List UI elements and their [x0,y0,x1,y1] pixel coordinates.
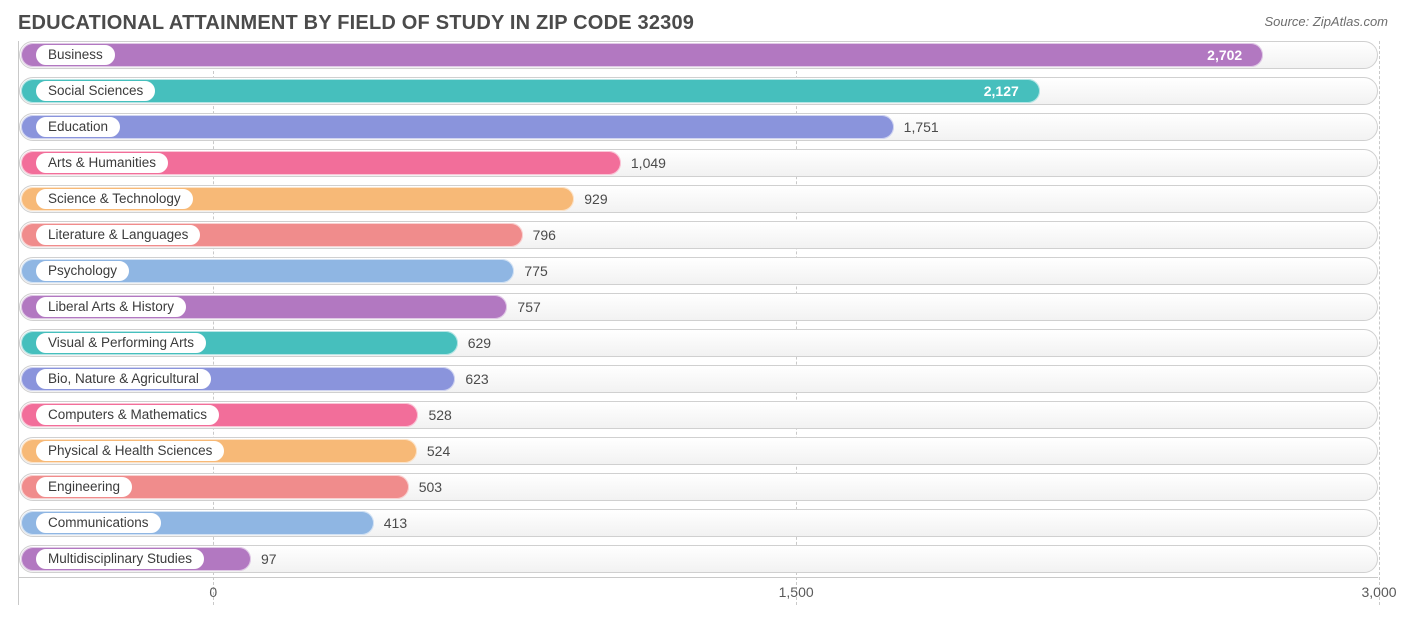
chart-header: EDUCATIONAL ATTAINMENT BY FIELD OF STUDY… [18,12,1388,41]
category-pill: Social Sciences [35,80,156,102]
category-pill: Communications [35,512,162,534]
bar [21,43,1263,67]
bar-chart: Business 2,702 Social Sciences 2,127 Educati… [18,41,1378,605]
bar [21,79,1040,103]
bar-value: 503 [419,479,442,495]
category-pill: Multidisciplinary Studies [35,548,205,570]
bar-value: 528 [428,407,451,423]
bar-row: Visual & Performing Arts 629 [19,329,1378,357]
chart-rows: Business 2,702 Social Sciences 2,127 Educati… [19,41,1378,573]
x-axis-label: 3,000 [1361,584,1396,600]
bar-row: Psychology 775 [19,257,1378,285]
x-axis-label: 0 [209,584,217,600]
category-pill: Business [35,44,116,66]
bar-row: Engineering 503 [19,473,1378,501]
bar-value: 929 [584,191,607,207]
bar-row: Communications 413 [19,509,1378,537]
bar-row: Business 2,702 [19,41,1378,69]
category-pill: Engineering [35,476,133,498]
bar-value: 1,751 [904,119,939,135]
category-pill: Physical & Health Sciences [35,440,225,462]
x-axis-label: 1,500 [779,584,814,600]
category-pill: Arts & Humanities [35,152,169,174]
gridline [1379,41,1380,605]
chart-title: EDUCATIONAL ATTAINMENT BY FIELD OF STUDY… [18,12,694,35]
bar-value: 413 [384,515,407,531]
bar-row: Social Sciences 2,127 [19,77,1378,105]
bar-value: 796 [533,227,556,243]
category-pill: Literature & Languages [35,224,201,246]
bar-row: Physical & Health Sciences 524 [19,437,1378,465]
category-pill: Visual & Performing Arts [35,332,207,354]
category-pill: Psychology [35,260,130,282]
bar-value: 524 [427,443,450,459]
bar-row: Multidisciplinary Studies 97 [19,545,1378,573]
x-axis: 01,5003,000 [19,577,1378,605]
category-pill: Computers & Mathematics [35,404,220,426]
bar-value: 2,702 [1207,47,1242,63]
bar-value: 757 [517,299,540,315]
bar-row: Science & Technology 929 [19,185,1378,213]
bar-value: 2,127 [984,83,1019,99]
category-pill: Science & Technology [35,188,194,210]
bar-row: Bio, Nature & Agricultural 623 [19,365,1378,393]
category-pill: Education [35,116,121,138]
bar-value: 629 [468,335,491,351]
bar-row: Arts & Humanities 1,049 [19,149,1378,177]
bar-row: Computers & Mathematics 528 [19,401,1378,429]
bar-row: Literature & Languages 796 [19,221,1378,249]
bar-value: 775 [524,263,547,279]
bar-value: 97 [261,551,277,567]
bar-row: Liberal Arts & History 757 [19,293,1378,321]
category-pill: Bio, Nature & Agricultural [35,368,212,390]
bar [21,115,894,139]
bar-row: Education 1,751 [19,113,1378,141]
bar-value: 1,049 [631,155,666,171]
bar-value: 623 [465,371,488,387]
category-pill: Liberal Arts & History [35,296,187,318]
chart-source: Source: ZipAtlas.com [1264,12,1388,29]
